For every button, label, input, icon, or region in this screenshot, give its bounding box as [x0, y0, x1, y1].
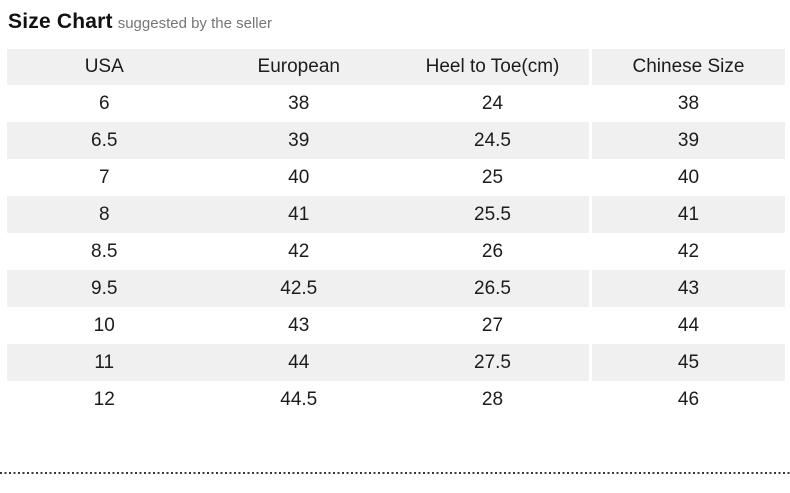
table-row: 6 38 24 38 — [7, 85, 785, 122]
european-size-cell: 44.5 — [280, 388, 318, 410]
heel-to-toe-cell: 24.5 — [396, 122, 591, 159]
chinese-size-cell: 40 — [589, 159, 785, 196]
table-row: 10 43 27 44 — [7, 307, 785, 344]
chinese-size-cell: 39 — [589, 122, 785, 159]
chinese-size-cell: 42 — [589, 233, 785, 270]
european-size-cell: 44 — [201, 344, 396, 381]
usa-size-cell: 8.5 — [91, 240, 118, 262]
european-size-cell: 40 — [288, 166, 310, 188]
usa-size-cell: 8 — [7, 196, 202, 233]
page-header: Size Chart suggested by the seller — [0, 0, 790, 37]
table-header-row: USA European Heel to Toe(cm) Chinese Siz… — [7, 49, 785, 85]
chinese-size-cell: 46 — [589, 381, 785, 418]
usa-size-cell: 6 — [98, 92, 110, 114]
usa-size-cell: 10 — [93, 314, 115, 336]
column-header-usa: USA — [7, 49, 202, 85]
chinese-size-cell: 43 — [589, 270, 785, 307]
european-size-cell: 39 — [201, 122, 396, 159]
heel-to-toe-cell: 25 — [481, 166, 504, 188]
page-subtitle: suggested by the seller — [117, 15, 272, 32]
heel-to-toe-cell: 27.5 — [396, 344, 591, 381]
heel-to-toe-cell: 25.5 — [396, 196, 591, 233]
chinese-size-cell: 41 — [589, 196, 785, 233]
table-row: 11 44 27.5 45 — [7, 344, 785, 381]
usa-size-cell: 7 — [98, 166, 110, 188]
table-row: 7 40 25 40 — [7, 159, 785, 196]
table-row: 6.5 39 24.5 39 — [7, 122, 785, 159]
usa-size-cell: 12 — [93, 388, 115, 410]
european-size-cell: 42.5 — [201, 270, 396, 307]
european-size-cell: 41 — [201, 196, 396, 233]
european-size-cell: 38 — [288, 92, 310, 114]
chinese-size-cell: 45 — [589, 344, 785, 381]
table-row: 8.5 42 26 42 — [7, 233, 785, 270]
heel-to-toe-cell: 27 — [481, 314, 504, 336]
page-title: Size Chart — [8, 10, 113, 33]
usa-size-cell: 6.5 — [7, 122, 202, 159]
usa-size-cell: 9.5 — [7, 270, 202, 307]
column-header-heel-to-toe: Heel to Toe(cm) — [396, 49, 591, 85]
chinese-size-cell: 44 — [589, 307, 785, 344]
european-size-cell: 43 — [288, 314, 310, 336]
column-header-chinese-size: Chinese Size — [589, 49, 785, 85]
heel-to-toe-cell: 24 — [481, 92, 504, 114]
table-row: 9.5 42.5 26.5 43 — [7, 270, 785, 307]
heel-to-toe-cell: 28 — [481, 388, 504, 410]
european-size-cell: 42 — [288, 240, 310, 262]
table-row: 12 44.5 28 46 — [7, 381, 785, 418]
size-chart-table: USA European Heel to Toe(cm) Chinese Siz… — [7, 49, 785, 418]
dotted-divider — [0, 472, 790, 474]
heel-to-toe-cell: 26 — [481, 240, 504, 262]
usa-size-cell: 11 — [7, 344, 202, 381]
chinese-size-cell: 38 — [589, 85, 785, 122]
column-header-european: European — [201, 49, 396, 85]
heel-to-toe-cell: 26.5 — [396, 270, 591, 307]
table-row: 8 41 25.5 41 — [7, 196, 785, 233]
